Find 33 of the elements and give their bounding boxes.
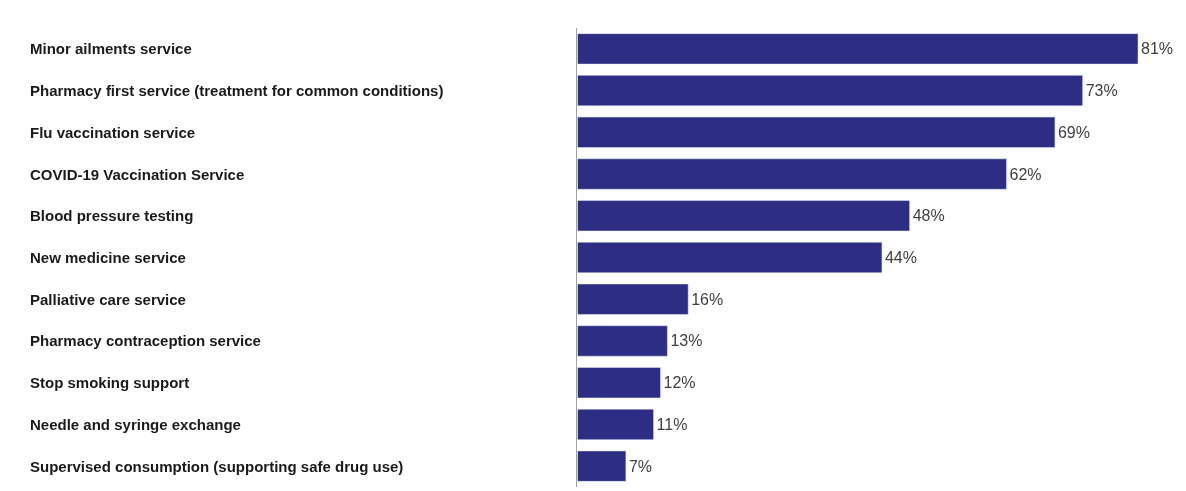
data-label: 13% xyxy=(670,332,703,350)
y-tick-label: New medicine service xyxy=(30,249,186,266)
y-tick-label: COVID-19 Vaccination Service xyxy=(30,166,245,183)
data-label: 44% xyxy=(884,249,917,266)
bar xyxy=(577,450,627,482)
data-label: 12% xyxy=(663,374,696,392)
y-tick-label: Stop smoking support xyxy=(30,374,190,391)
y-tick-label: Supervised consumption (supporting safe drug use) xyxy=(30,458,404,475)
y-tick-label: Palliative care service xyxy=(30,291,186,308)
data-label: 11% xyxy=(656,415,688,433)
bar xyxy=(577,367,661,399)
bar xyxy=(577,116,1056,148)
bar xyxy=(577,75,1083,107)
bar xyxy=(577,283,689,315)
bar xyxy=(577,33,1138,65)
data-label: 48% xyxy=(912,207,945,225)
y-tick-label: Pharmacy first service (treatment for common conditions) xyxy=(30,82,444,99)
data-label: 16% xyxy=(691,290,724,308)
y-tick-label: Needle and syringe exchange xyxy=(30,416,241,433)
data-label: 62% xyxy=(1009,165,1042,183)
bar xyxy=(577,408,654,440)
bar xyxy=(577,325,668,357)
bar xyxy=(577,242,883,273)
y-tick-label: Pharmacy contraception service xyxy=(30,332,261,349)
y-tick-label: Flu vaccination service xyxy=(30,124,196,141)
y-tick-label: Blood pressure testing xyxy=(30,207,194,224)
data-label: 81% xyxy=(1141,40,1174,58)
bar xyxy=(577,158,1007,190)
data-label: 73% xyxy=(1085,82,1118,100)
y-tick-label: Minor ailments service xyxy=(30,40,192,57)
data-label: 7% xyxy=(628,457,653,475)
data-label: 69% xyxy=(1057,123,1090,141)
bar xyxy=(577,200,910,232)
